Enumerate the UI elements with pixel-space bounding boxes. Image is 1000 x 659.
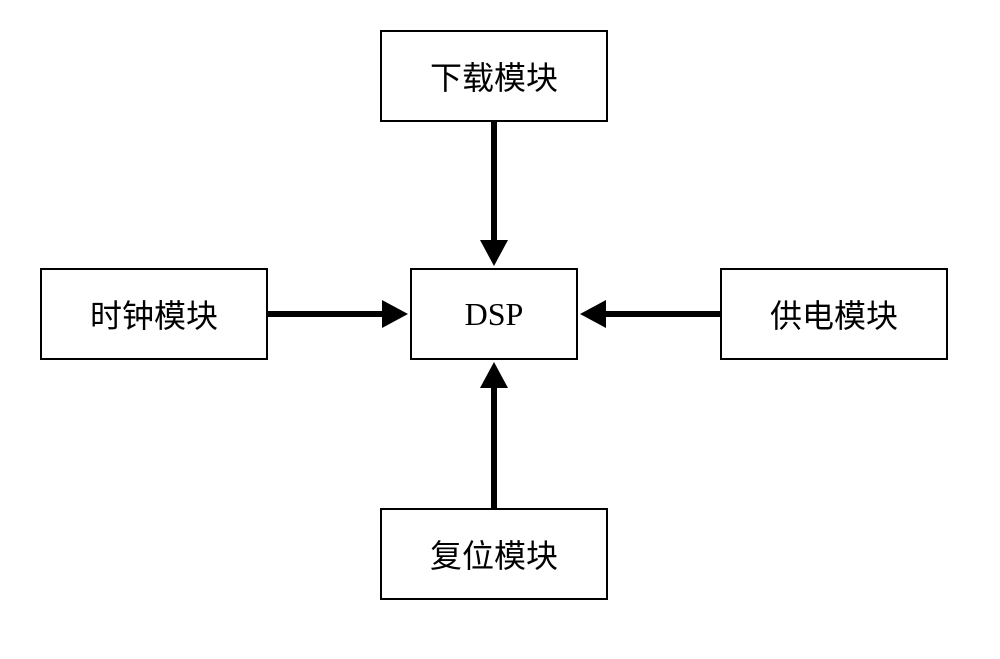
node-power-module: 供电模块 <box>720 268 948 360</box>
node-dsp-label: DSP <box>465 296 524 333</box>
node-download-label: 下载模块 <box>430 53 558 99</box>
node-clock-label: 时钟模块 <box>90 291 218 337</box>
edge-bottom-to-center-arrow <box>480 362 508 388</box>
node-clock-module: 时钟模块 <box>40 268 268 360</box>
edge-top-to-center-line <box>491 122 497 244</box>
edge-right-to-center-arrow <box>580 300 606 328</box>
edge-top-to-center-arrow <box>480 240 508 266</box>
edge-bottom-to-center-line <box>491 384 497 508</box>
edge-right-to-center-line <box>602 311 720 317</box>
node-power-label: 供电模块 <box>770 291 898 337</box>
node-download-module: 下载模块 <box>380 30 608 122</box>
node-dsp: DSP <box>410 268 578 360</box>
node-reset-label: 复位模块 <box>430 531 558 577</box>
edge-left-to-center-arrow <box>382 300 408 328</box>
node-reset-module: 复位模块 <box>380 508 608 600</box>
edge-left-to-center-line <box>268 311 386 317</box>
